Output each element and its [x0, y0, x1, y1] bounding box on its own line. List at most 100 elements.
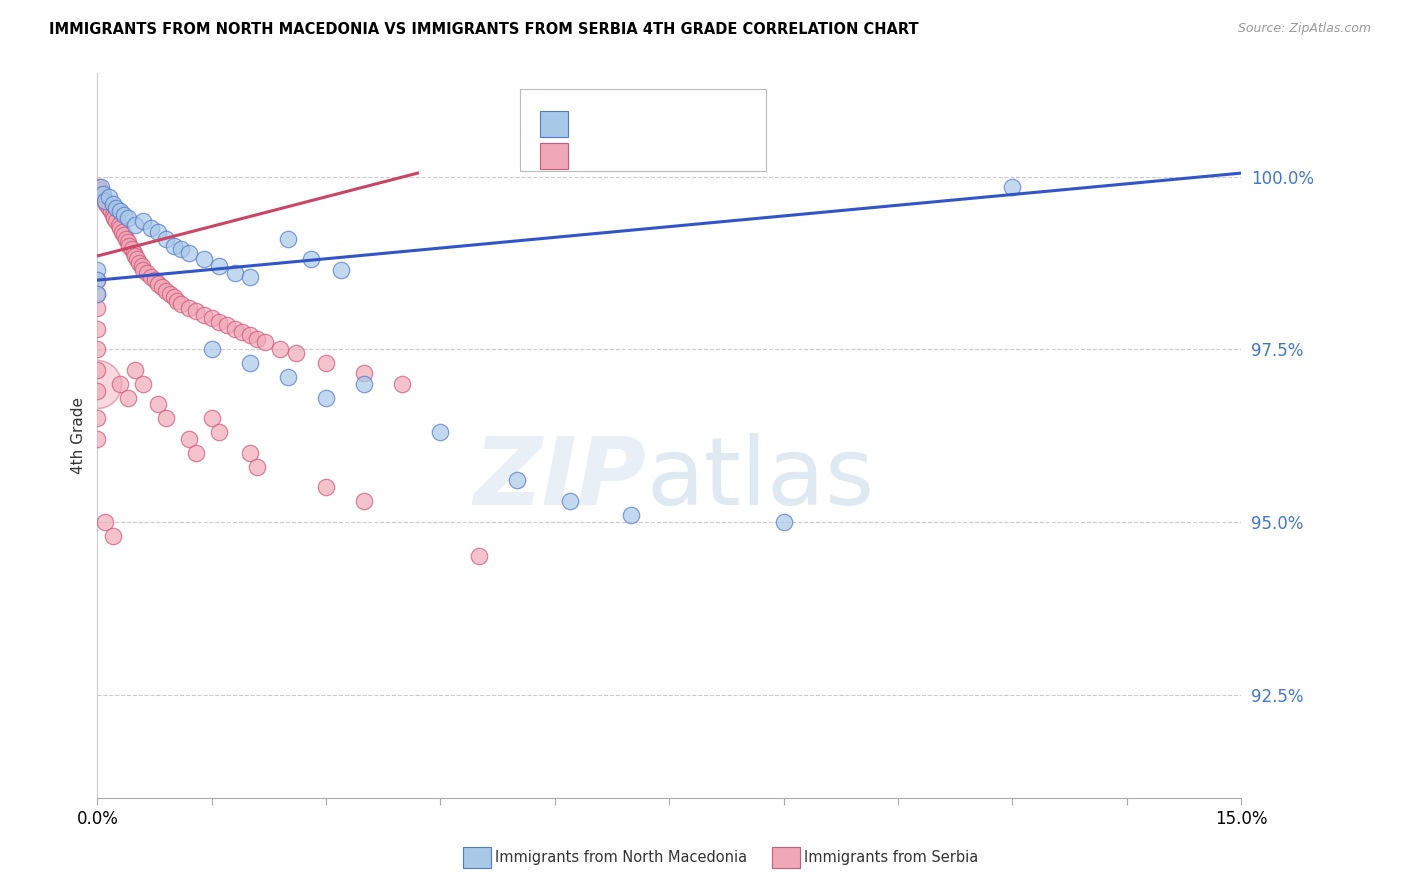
Point [86, 384, 108, 398]
Point [254, 335, 277, 350]
Point [93, 190, 115, 204]
Point [132, 214, 155, 228]
Point [86, 287, 108, 301]
Point [620, 508, 643, 522]
Point [100, 204, 122, 219]
Point [97, 201, 120, 215]
Point [269, 343, 291, 357]
Point [112, 208, 135, 222]
Point [125, 252, 148, 267]
Text: ZIP: ZIP [474, 434, 647, 525]
Point [115, 232, 138, 246]
Point [139, 221, 162, 235]
Point [101, 208, 124, 222]
Point [94, 194, 117, 208]
Point [353, 494, 375, 508]
Point [201, 311, 224, 326]
Text: Immigrants from Serbia: Immigrants from Serbia [804, 850, 979, 864]
Point [315, 356, 337, 370]
Point [201, 411, 224, 425]
Point [239, 328, 262, 343]
Point [132, 262, 155, 277]
Point [107, 218, 129, 232]
Text: Source: ZipAtlas.com: Source: ZipAtlas.com [1237, 22, 1371, 36]
Point [86, 287, 108, 301]
Point [159, 287, 181, 301]
Point [429, 425, 451, 439]
Point [224, 266, 246, 280]
Point [101, 529, 124, 543]
Point [215, 318, 238, 332]
Point [155, 284, 177, 298]
Point [353, 367, 375, 381]
Point [1001, 180, 1024, 194]
Point [166, 293, 188, 308]
Point [208, 260, 231, 274]
Point [112, 228, 135, 243]
Point [239, 446, 262, 460]
Point [148, 397, 170, 411]
Point [89, 183, 111, 197]
Point [86, 432, 108, 446]
Point [117, 391, 139, 405]
Point [105, 201, 128, 215]
Point [162, 290, 184, 304]
Point [246, 459, 269, 474]
Point [124, 249, 146, 263]
Point [94, 194, 117, 208]
Point [239, 356, 262, 370]
Point [231, 325, 253, 339]
Point [155, 232, 177, 246]
Point [224, 321, 246, 335]
Point [208, 425, 231, 439]
Point [124, 363, 146, 377]
Point [505, 474, 527, 488]
Point [186, 304, 208, 318]
Point [143, 273, 166, 287]
Point [148, 277, 170, 291]
Point [105, 214, 128, 228]
Point [86, 301, 108, 315]
Point [101, 197, 124, 211]
Point [110, 221, 132, 235]
Point [170, 297, 193, 311]
Point [170, 242, 193, 256]
Point [177, 301, 200, 315]
Point [132, 376, 155, 391]
Point [277, 369, 299, 384]
Text: atlas: atlas [647, 434, 875, 525]
Point [110, 376, 132, 391]
Point [155, 411, 177, 425]
Point [131, 260, 153, 274]
Point [772, 515, 794, 529]
Point [150, 280, 173, 294]
Point [467, 549, 489, 564]
Point [110, 204, 132, 219]
Point [239, 269, 262, 284]
Point [135, 266, 157, 280]
Point [208, 315, 231, 329]
Point [128, 256, 150, 270]
Point [330, 262, 353, 277]
Point [277, 232, 299, 246]
Point [121, 242, 143, 256]
Point [87, 180, 110, 194]
Text: R = 0.236   N = 38: R = 0.236 N = 38 [578, 115, 735, 133]
Point [299, 252, 322, 267]
Text: IMMIGRANTS FROM NORTH MACEDONIA VS IMMIGRANTS FROM SERBIA 4TH GRADE CORRELATION : IMMIGRANTS FROM NORTH MACEDONIA VS IMMIG… [49, 22, 920, 37]
Point [117, 211, 139, 225]
Point [162, 238, 184, 252]
Point [90, 186, 112, 201]
Point [193, 308, 215, 322]
Point [186, 446, 208, 460]
Point [315, 391, 337, 405]
Point [93, 186, 115, 201]
Point [86, 262, 108, 277]
Y-axis label: 4th Grade: 4th Grade [72, 397, 86, 474]
Point [86, 343, 108, 357]
Point [86, 273, 108, 287]
Point [391, 376, 413, 391]
Point [90, 180, 112, 194]
Point [86, 411, 108, 425]
Point [148, 225, 170, 239]
